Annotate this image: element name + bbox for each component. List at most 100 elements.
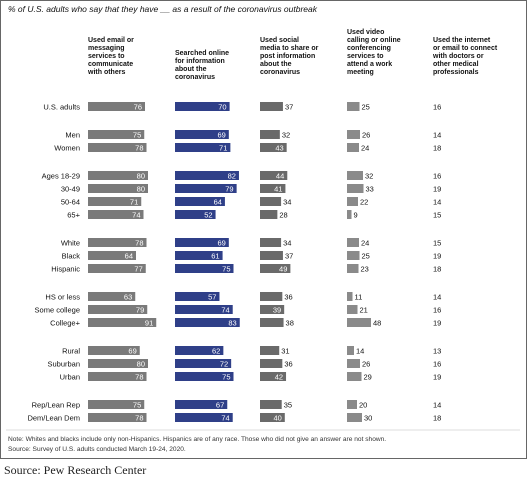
bar-value-col2: 69 <box>217 130 225 139</box>
bar-col4 <box>347 210 352 219</box>
value-col5: 14 <box>433 400 441 409</box>
bar-value-col2: 70 <box>218 102 226 111</box>
bar-col2 <box>175 359 232 368</box>
bar-value-col2: 67 <box>216 400 224 409</box>
chart-source: Source: Survey of U.S. adults conducted … <box>8 446 186 453</box>
bar-value-col3: 41 <box>274 184 282 193</box>
value-col5: 19 <box>433 372 441 381</box>
bar-col2 <box>175 197 225 206</box>
row-label: HS or less <box>45 293 80 302</box>
value-col5: 15 <box>433 210 441 219</box>
bar-value-col1: 75 <box>133 130 141 139</box>
bar-col3 <box>260 210 278 219</box>
row-label: College+ <box>50 319 80 328</box>
bar-value-col3: 42 <box>275 372 283 381</box>
bar-value-col4: 24 <box>361 238 369 247</box>
bar-col1 <box>88 238 147 247</box>
row-label: Suburban <box>47 360 80 369</box>
bar-value-col3: 35 <box>284 400 292 409</box>
bar-col1 <box>88 102 145 111</box>
bar-col1 <box>88 130 145 139</box>
bar-value-col1: 78 <box>135 413 143 422</box>
row-label: Some college <box>35 306 80 315</box>
bar-value-col4: 25 <box>362 251 370 260</box>
bar-col3 <box>260 251 283 260</box>
bar-value-col4: 22 <box>360 197 368 206</box>
bar-value-col4: 33 <box>366 184 374 193</box>
bar-value-col4: 14 <box>356 346 364 355</box>
value-col5: 16 <box>433 359 441 368</box>
column-header-1: Used email or messaging services to communi… <box>87 37 134 76</box>
pew-chart: % of U.S. adults who say that they have … <box>0 0 527 459</box>
chart-note: Note: Whites and blacks include only non… <box>8 436 386 443</box>
bar-col3 <box>260 359 283 368</box>
bar-col3 <box>260 400 282 409</box>
bar-col4 <box>347 171 363 180</box>
bar-value-col1: 80 <box>137 184 145 193</box>
bar-value-col2: 52 <box>204 210 212 219</box>
bar-value-col4: 48 <box>373 318 381 327</box>
row-label: Hispanic <box>51 265 80 274</box>
row-label: Black <box>62 252 81 261</box>
bar-col1 <box>88 184 148 193</box>
bar-value-col4: 23 <box>361 264 369 273</box>
bar-col3 <box>260 292 283 301</box>
bar-value-col3: 43 <box>275 143 283 152</box>
bar-col1 <box>88 210 144 219</box>
bar-col4 <box>347 346 354 355</box>
bar-col2 <box>175 210 216 219</box>
bar-value-col1: 74 <box>132 210 140 219</box>
bar-col2 <box>175 143 231 152</box>
column-header-3: Used social media to share or post informa… <box>260 37 319 76</box>
chart-title: % of U.S. adults who say that they have … <box>8 4 318 14</box>
value-col5: 14 <box>433 197 441 206</box>
bar-col3 <box>260 413 285 422</box>
bar-value-col3: 38 <box>286 318 294 327</box>
bar-col3 <box>260 184 286 193</box>
bar-col2 <box>175 372 234 381</box>
bar-col2 <box>175 130 229 139</box>
bar-col1 <box>88 305 148 314</box>
bar-col1 <box>88 400 145 409</box>
bar-value-col4: 21 <box>360 305 368 314</box>
bar-value-col4: 26 <box>362 130 370 139</box>
bar-col1 <box>88 171 148 180</box>
row-label: 30-49 <box>61 185 80 194</box>
bar-col3 <box>260 318 284 327</box>
bar-col2 <box>175 400 228 409</box>
bar-value-col1: 78 <box>135 143 143 152</box>
bar-col3 <box>260 264 291 273</box>
bar-col1 <box>88 251 136 260</box>
bar-col2 <box>175 305 233 314</box>
bar-col4 <box>347 318 371 327</box>
bar-col2 <box>175 264 234 273</box>
bar-col1 <box>88 346 140 355</box>
row-label: Dem/Lean Dem <box>27 414 80 423</box>
row-label: White <box>61 239 80 248</box>
bar-col4 <box>347 102 360 111</box>
bar-value-col2: 57 <box>208 292 216 301</box>
bar-col3 <box>260 346 280 355</box>
column-headers: Used email or messaging services to communi… <box>87 29 498 81</box>
row-label: Urban <box>60 373 80 382</box>
bar-value-col3: 49 <box>279 264 287 273</box>
bar-value-col4: 11 <box>355 292 363 301</box>
value-col5: 18 <box>433 143 441 152</box>
bar-value-col3: 31 <box>281 346 289 355</box>
bar-value-col1: 71 <box>130 197 138 206</box>
bar-col3 <box>260 171 288 180</box>
bar-col4 <box>347 238 359 247</box>
bar-value-col3: 37 <box>285 102 293 111</box>
bar-col2 <box>175 292 220 301</box>
bar-col4 <box>347 305 358 314</box>
column-header-2: Searched online for information about the c… <box>175 50 229 81</box>
bar-value-col3: 36 <box>284 359 292 368</box>
row-label: Ages 18-29 <box>42 172 80 181</box>
value-col5: 19 <box>433 318 441 327</box>
image-caption: Source: Pew Research Center <box>4 463 147 477</box>
row-label: Men <box>65 131 80 140</box>
value-col5: 14 <box>433 130 441 139</box>
bar-col1 <box>88 264 146 273</box>
bar-col1 <box>88 318 157 327</box>
bar-value-col2: 64 <box>214 197 222 206</box>
